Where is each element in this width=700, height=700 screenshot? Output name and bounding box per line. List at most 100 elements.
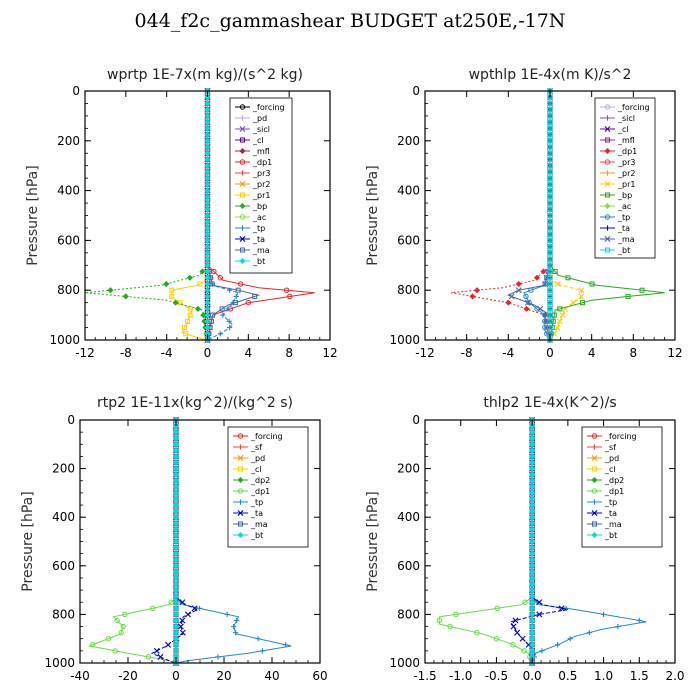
legend-marker [240, 247, 245, 253]
data-point [547, 200, 553, 206]
data-point [529, 483, 536, 490]
data-point [210, 312, 216, 318]
legend-label: _pr3 [617, 158, 635, 167]
legend-label: _bt [604, 531, 617, 540]
legend-marker [239, 104, 246, 110]
data-point [510, 642, 516, 648]
legend-label: _pr1 [252, 191, 270, 200]
legend-item: _ma [600, 235, 635, 244]
data-point [474, 629, 480, 636]
y-tick-label: 0 [72, 84, 80, 98]
data-point [217, 331, 223, 337]
data-point [235, 287, 241, 293]
data-point [179, 617, 186, 624]
legend-marker [239, 214, 246, 220]
legend-label: _pr2 [617, 169, 635, 178]
data-point [172, 550, 180, 557]
legend-item: _forcing [233, 432, 283, 441]
data-point [469, 293, 476, 300]
legend-marker [239, 147, 246, 155]
y-tick-label: 400 [57, 184, 80, 198]
data-point [204, 125, 211, 132]
data-point [204, 100, 211, 107]
legend-label: _mfl [252, 147, 270, 156]
data-point [580, 300, 586, 306]
data-point [245, 299, 252, 306]
legend-marker [604, 159, 611, 165]
legend-label: _tp [617, 213, 630, 222]
data-point [172, 514, 180, 521]
legend-item: _bt [587, 531, 617, 540]
legend-label: _pr1 [617, 180, 635, 189]
data-point [233, 300, 239, 306]
legend-item: _bp [600, 191, 632, 200]
data-point [204, 200, 211, 207]
data-point [494, 605, 501, 612]
x-tick-label: -8 [120, 346, 132, 360]
data-point [233, 293, 239, 300]
data-point [529, 447, 536, 454]
data-point [172, 423, 180, 430]
x-tick-label: 0 [172, 669, 180, 683]
legend-item: _cl [600, 125, 629, 134]
legend-marker [591, 455, 598, 461]
series-bt [529, 416, 536, 667]
x-tick-label: 8 [285, 346, 293, 360]
data-point [204, 287, 211, 294]
legend-label: _ma [617, 235, 635, 244]
legend-label: _cl [604, 465, 616, 474]
legend-label: _cl [252, 136, 264, 145]
data-point [172, 562, 180, 569]
data-point [204, 162, 211, 169]
legend-marker [240, 192, 245, 198]
data-point [204, 268, 211, 275]
data-point [172, 495, 180, 502]
series-dp1 [450, 87, 554, 344]
y-tick-label: 1000 [389, 333, 420, 347]
legend-label: _pd [250, 454, 265, 463]
data-point [172, 471, 180, 478]
data-point [231, 623, 237, 630]
x-tick-label: 0 [546, 346, 554, 360]
legend-item: _pr2 [600, 169, 635, 178]
data-point [547, 175, 553, 181]
legend-item: _ma [587, 520, 622, 529]
y-tick-label: 800 [397, 283, 420, 297]
data-point [474, 287, 481, 294]
x-tick-label: 60 [312, 669, 327, 683]
data-point [493, 636, 500, 642]
y-axis-label: Pressure [hPa] [20, 491, 36, 591]
legend-item: _dp2 [233, 476, 270, 485]
data-point [547, 132, 553, 138]
data-point [547, 306, 553, 312]
x-tick-label: 2.0 [665, 669, 684, 683]
legend-marker [605, 192, 610, 198]
legend-label: _tp [252, 224, 265, 233]
data-point [547, 144, 553, 150]
data-point [172, 429, 180, 436]
data-point [237, 281, 244, 287]
data-point [529, 477, 536, 484]
legend-label: _forcing [250, 432, 283, 441]
data-point [529, 435, 536, 442]
data-point [529, 471, 536, 478]
x-tick-label: -12 [75, 346, 95, 360]
data-point [529, 502, 536, 509]
data-point [547, 287, 553, 293]
data-point [153, 647, 160, 654]
data-point [547, 237, 553, 243]
legend-marker [604, 214, 611, 220]
legend-item: _sf [587, 443, 616, 452]
legend-marker [604, 236, 611, 242]
legend-marker [591, 499, 598, 505]
data-point [529, 441, 536, 448]
y-tick-label: 400 [397, 510, 420, 524]
data-point [283, 287, 290, 293]
data-point [600, 611, 607, 617]
data-point [547, 231, 553, 237]
legend-marker [592, 466, 597, 472]
legend: _forcing _sf _pd _cl _dp2 _dp1 _tp _ta _ma _bt [581, 426, 663, 548]
x-tick-label: -20 [118, 669, 138, 683]
legend-label: _pd [604, 454, 619, 463]
legend-marker [591, 531, 598, 539]
